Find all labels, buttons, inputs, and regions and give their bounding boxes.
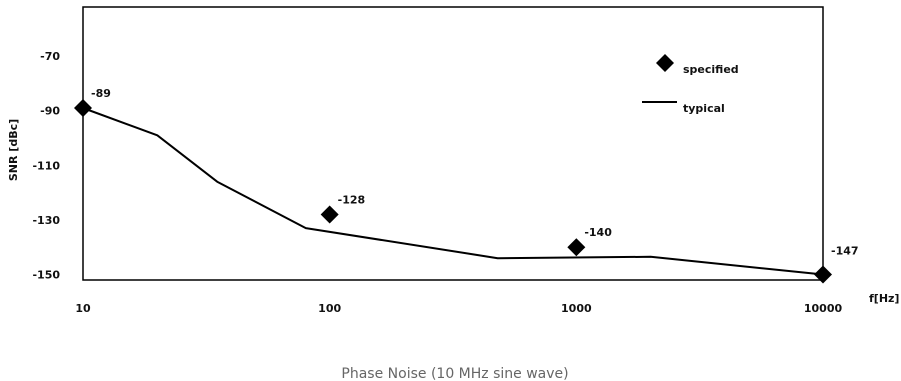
x-tick-label: 100: [318, 302, 341, 315]
y-tick-label: -110: [32, 159, 60, 172]
y-axis-ticks: -70 -90 -110 -130 -150: [32, 50, 60, 281]
data-label: -128: [338, 193, 366, 206]
y-tick-label: -150: [32, 269, 60, 282]
y-tick-label: -70: [40, 50, 60, 63]
legend-label-specified: specified: [683, 63, 739, 76]
y-axis-title: SNR [dBc]: [7, 119, 20, 181]
legend-label-typical: typical: [683, 102, 725, 115]
specified-marker: [74, 99, 92, 118]
specified-series: [74, 99, 832, 284]
x-tick-label: 10000: [804, 302, 843, 315]
data-label: -147: [831, 245, 859, 258]
data-label: -89: [91, 87, 111, 100]
legend-diamond-marker: [656, 54, 674, 72]
data-label: -140: [584, 226, 612, 239]
legend: specified typical: [642, 54, 739, 115]
x-tick-label: 10: [75, 302, 91, 315]
specified-marker: [320, 205, 339, 224]
y-tick-label: -130: [32, 214, 60, 227]
specified-marker: [814, 265, 832, 284]
y-tick-label: -90: [40, 105, 60, 118]
plot-frame: [82, 6, 824, 281]
x-axis-ticks: 10 100 1000 10000: [75, 302, 842, 315]
typical-series: [82, 107, 824, 276]
typical-line: [82, 107, 824, 276]
data-labels: -89 -128 -140 -147: [91, 87, 859, 258]
specified-marker: [567, 238, 586, 257]
chart-caption: Phase Noise (10 MHz sine wave): [341, 366, 568, 381]
x-tick-label: 1000: [561, 302, 592, 315]
x-axis-title: f[Hz]: [869, 292, 899, 305]
